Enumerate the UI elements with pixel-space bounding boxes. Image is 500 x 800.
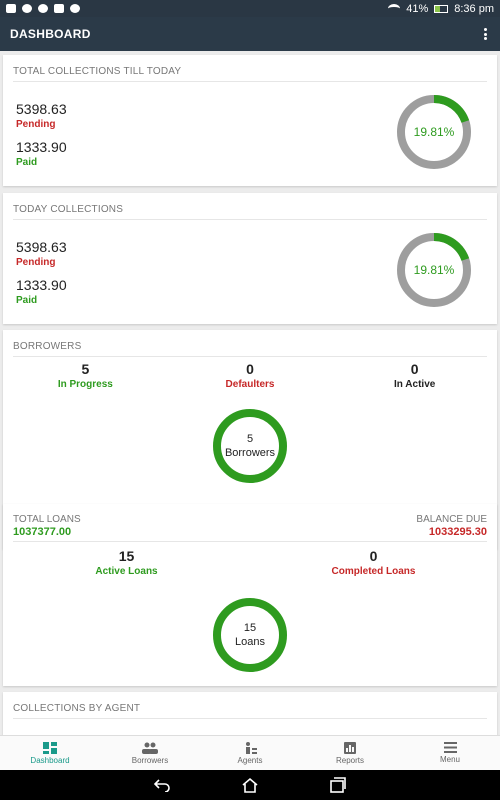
- defaulters-count: 0: [246, 361, 254, 377]
- overflow-menu-icon[interactable]: [480, 26, 490, 42]
- collection-percent-donut: 19.81%: [396, 232, 472, 308]
- dashboard-content[interactable]: TOTAL COLLECTIONS TILL TODAY 5398.63 Pen…: [0, 51, 500, 735]
- loans-ring-count: 15: [243, 622, 257, 634]
- dashboard-icon: [43, 741, 57, 754]
- agent-icon: [246, 741, 257, 754]
- defaulters-label: Defaulters: [225, 379, 275, 390]
- page-title: DASHBOARD: [10, 27, 91, 41]
- loan-stats: 15 Active Loans 0 Completed Loans: [3, 548, 497, 577]
- recent-apps-icon[interactable]: [329, 777, 347, 793]
- paid-amount: 1333.90: [16, 277, 67, 293]
- borrowers-ring-label: Borrowers: [224, 447, 276, 459]
- loans-summary: TOTAL LOANS 1037377.00 BALANCE DUE 10332…: [13, 514, 487, 538]
- total-collections-card: TOTAL COLLECTIONS TILL TODAY 5398.63 Pen…: [3, 55, 497, 186]
- pending-stat: 5398.63 Pending: [16, 101, 67, 130]
- pending-label: Pending: [16, 119, 56, 130]
- hamburger-icon: [443, 742, 457, 753]
- paid-stat: 1333.90 Paid: [16, 139, 67, 168]
- notification-dot-icon: [38, 4, 48, 13]
- wifi-icon: [388, 4, 401, 13]
- loans-card: TOTAL LOANS 1037377.00 BALANCE DUE 10332…: [3, 504, 497, 686]
- completed-loans-label: Completed Loans: [331, 566, 416, 577]
- in-progress-stat[interactable]: 5 In Progress: [3, 361, 168, 390]
- notification-app-icon: [6, 4, 16, 13]
- mail-icon: [54, 4, 64, 13]
- card-title: BORROWERS: [13, 341, 82, 352]
- chart-icon: [344, 741, 356, 754]
- donut-percent-text: 19.81%: [413, 125, 455, 139]
- total-loans-caption: TOTAL LOANS: [13, 514, 81, 525]
- card-title: TOTAL COLLECTIONS TILL TODAY: [13, 66, 182, 77]
- paid-amount: 1333.90: [16, 139, 67, 155]
- inactive-label: In Active: [394, 379, 436, 390]
- back-icon[interactable]: [153, 778, 171, 792]
- nav-dashboard[interactable]: Dashboard: [0, 736, 100, 770]
- balance-due-caption: BALANCE DUE: [416, 514, 487, 525]
- people-icon: [142, 742, 158, 754]
- battery-icon: [434, 4, 449, 13]
- in-progress-count: 5: [81, 361, 90, 377]
- paid-label: Paid: [16, 295, 38, 306]
- paid-stat: 1333.90 Paid: [16, 277, 67, 306]
- inactive-stat[interactable]: 0 In Active: [332, 361, 497, 390]
- collection-percent-donut: 19.81%: [396, 94, 472, 170]
- card-title: COLLECTIONS BY AGENT: [13, 703, 141, 714]
- pending-label: Pending: [16, 257, 56, 268]
- defaulters-stat[interactable]: 0 Defaulters: [168, 361, 333, 390]
- collections-by-agent-card: COLLECTIONS BY AGENT: [3, 692, 497, 735]
- battery-percent: 41%: [406, 2, 429, 15]
- borrower-stats: 5 In Progress 0 Defaulters 0 In Active: [3, 361, 497, 390]
- pending-amount: 5398.63: [16, 239, 67, 255]
- balance-due-value: 1033295.30: [428, 526, 487, 538]
- status-bar: 41% 8:36 pm: [0, 0, 500, 17]
- system-navigation-bar: [0, 770, 500, 800]
- loans-ring: 15 Loans: [212, 597, 288, 673]
- nav-menu[interactable]: Menu: [400, 736, 500, 770]
- completed-loans-stat[interactable]: 0 Completed Loans: [250, 548, 497, 577]
- app-bar: DASHBOARD: [0, 17, 500, 51]
- active-loans-stat[interactable]: 15 Active Loans: [3, 548, 250, 577]
- completed-loans-count: 0: [369, 548, 378, 564]
- nav-borrowers[interactable]: Borrowers: [100, 736, 200, 770]
- borrowers-ring-count: 5: [246, 433, 254, 445]
- sync-icon: [22, 4, 32, 13]
- borrowers-ring: 5 Borrowers: [212, 408, 288, 484]
- loans-ring-label: Loans: [235, 636, 265, 648]
- active-loans-label: Active Loans: [95, 566, 158, 577]
- paid-label: Paid: [16, 157, 38, 168]
- nav-agents[interactable]: Agents: [200, 736, 300, 770]
- bottom-navigation: Dashboard Borrowers Agents Reports Menu: [0, 735, 500, 770]
- pending-stat: 5398.63 Pending: [16, 239, 67, 268]
- inactive-count: 0: [410, 361, 419, 377]
- home-icon[interactable]: [241, 777, 259, 793]
- pending-amount: 5398.63: [16, 101, 67, 117]
- card-title: TODAY COLLECTIONS: [13, 204, 124, 215]
- active-loans-count: 15: [118, 548, 135, 564]
- donut-percent-text: 19.81%: [413, 263, 455, 277]
- in-progress-label: In Progress: [57, 379, 113, 390]
- clock: 8:36 pm: [454, 2, 494, 15]
- today-collections-card: TODAY COLLECTIONS 5398.63 Pending 1333.9…: [3, 193, 497, 324]
- notification-dot-icon-2: [70, 4, 80, 13]
- nav-reports[interactable]: Reports: [300, 736, 400, 770]
- total-loans-value: 1037377.00: [13, 526, 72, 538]
